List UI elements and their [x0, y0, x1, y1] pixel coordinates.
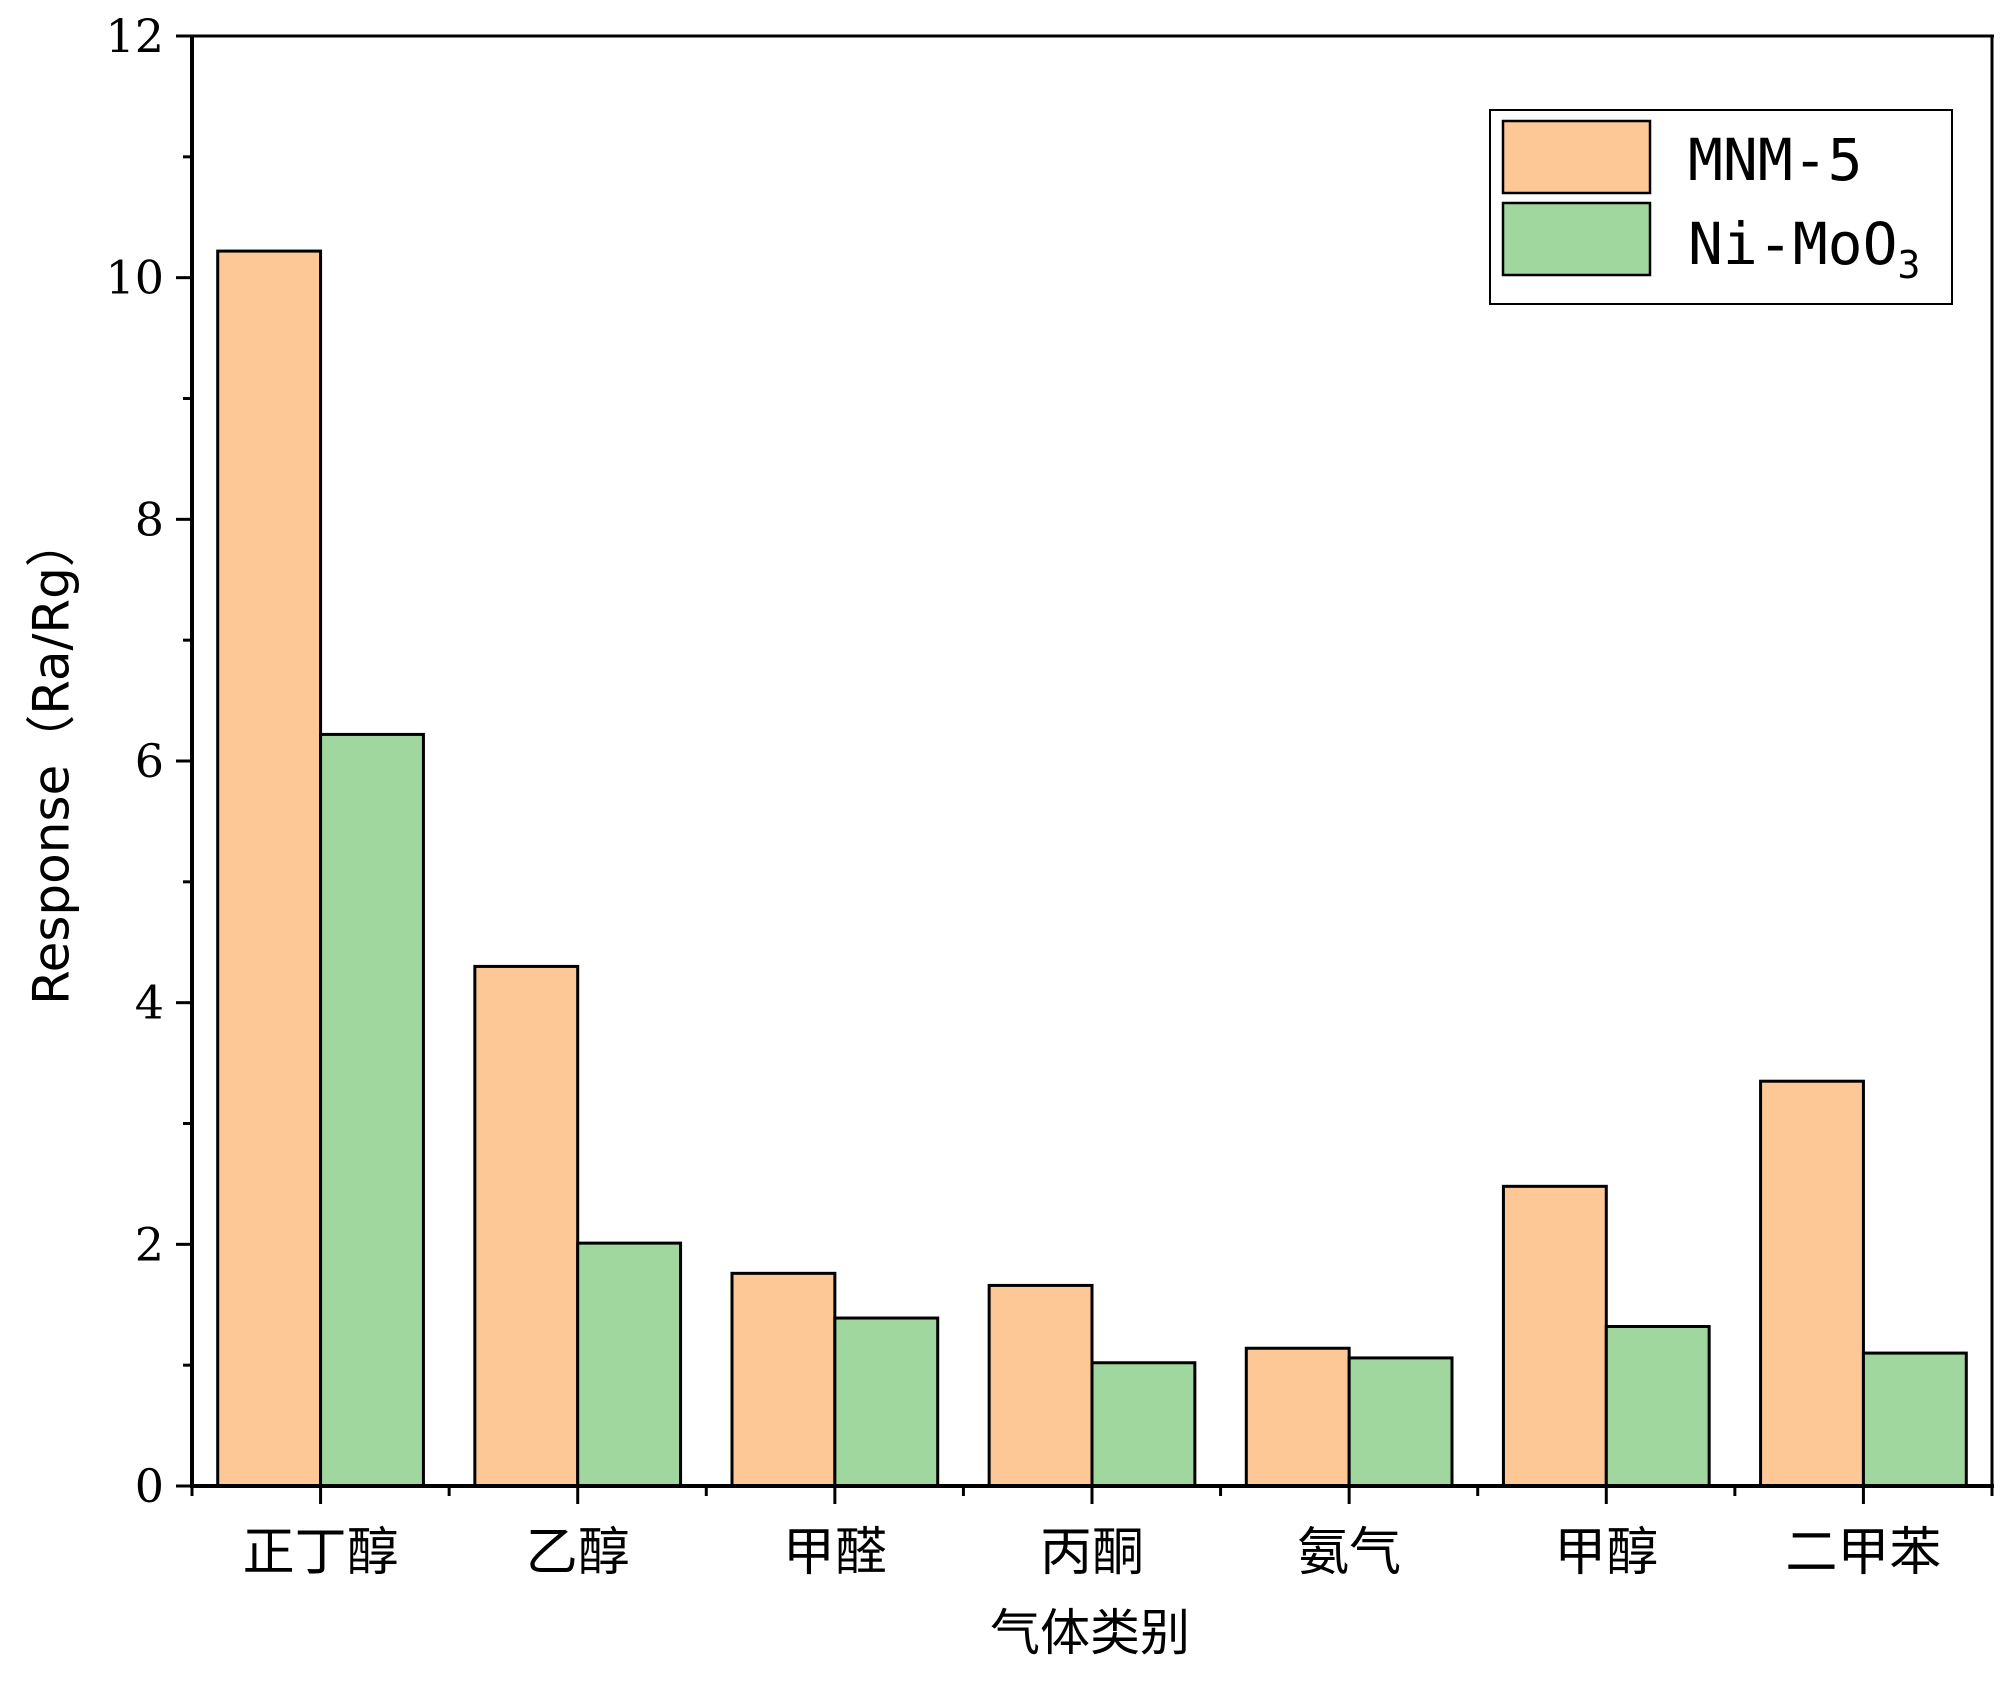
legend-swatch-nimoo3	[1501, 201, 1652, 277]
bar-nimoo3-5	[1604, 1325, 1711, 1488]
bar-mnm5-1	[473, 964, 580, 1488]
y-tick-label: 6	[135, 734, 164, 788]
legend-label-nimoo3-subscript: 3	[1898, 243, 1921, 287]
legend-label-nimoo3: Ni-MoO3	[1688, 210, 1920, 287]
legend: MNM-5 Ni-MoO3	[1489, 109, 1953, 305]
legend-label-nimoo3-main: Ni-MoO	[1688, 210, 1898, 278]
x-ticks-group: 正丁醇 乙醇 甲醛 丙酮 氨气 甲醇 二甲苯	[190, 1486, 1994, 1583]
legend-label-mnm5: MNM-5	[1688, 126, 1863, 194]
x-category-label: 甲醛	[783, 1523, 887, 1583]
bar-mnm5-6	[1759, 1079, 1865, 1488]
y-tick-label: 2	[135, 1217, 164, 1271]
bar-nimoo3-0	[319, 732, 425, 1488]
bar-nimoo3-3	[1090, 1361, 1197, 1488]
y-tick-label: 12	[105, 9, 164, 63]
x-category-label: 乙醇	[526, 1523, 630, 1583]
x-category-label: 丙酮	[1040, 1523, 1144, 1583]
bar-mnm5-3	[987, 1283, 1094, 1488]
bar-mnm5-2	[730, 1271, 837, 1488]
bar-mnm5-5	[1501, 1184, 1608, 1488]
y-tick-label: 8	[135, 492, 164, 546]
y-tick-label: 10	[105, 251, 164, 305]
x-category-label: 正丁醇	[243, 1523, 399, 1583]
y-axis-title: Response（Ra/Rg）	[23, 517, 81, 1005]
legend-swatch-mnm5	[1501, 119, 1652, 195]
x-category-label: 二甲苯	[1785, 1523, 1941, 1583]
bar-nimoo3-6	[1861, 1351, 1968, 1488]
bar-nimoo3-4	[1347, 1356, 1454, 1488]
x-category-label: 甲醇	[1554, 1523, 1658, 1583]
x-category-label: 氨气	[1297, 1523, 1401, 1583]
bars-group	[216, 249, 1968, 1488]
bar-nimoo3-1	[576, 1241, 683, 1488]
y-tick-label: 0	[135, 1459, 164, 1513]
bar-nimoo3-2	[833, 1316, 940, 1488]
y-tick-label: 4	[135, 976, 164, 1030]
bar-mnm5-0	[216, 249, 323, 1488]
x-axis-title: 气体类别	[990, 1604, 1190, 1662]
y-ticks-group: 0 2 4 6 8 10 12	[105, 9, 192, 1513]
bar-mnm5-4	[1244, 1346, 1351, 1488]
